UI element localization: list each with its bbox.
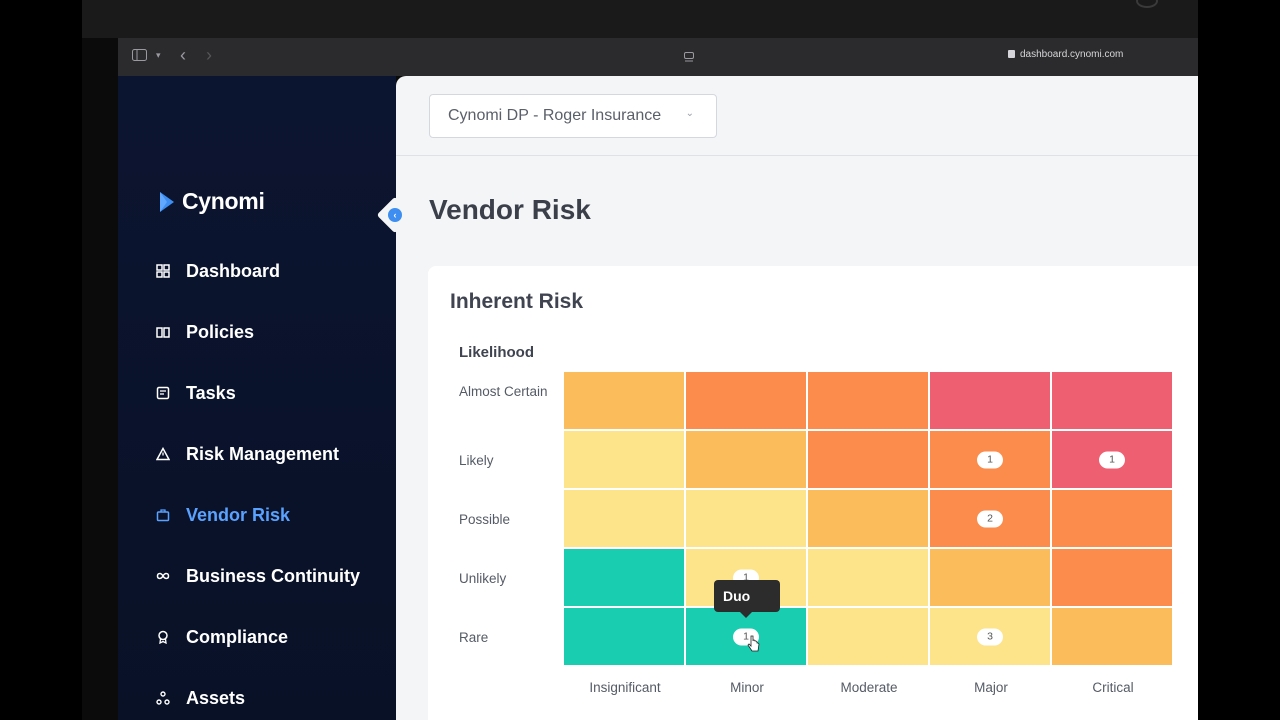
lock-icon [1008, 50, 1015, 58]
sidebar-item-label: Policies [186, 321, 255, 342]
sidebar-item-label: Compliance [186, 626, 289, 647]
chevron-left-icon: ‹ [388, 208, 402, 222]
sidebar-item-compliance[interactable]: Compliance [156, 622, 288, 652]
main-content: Cynomi DP - Roger Insurance ⌄ Vendor Ris… [396, 76, 1198, 720]
warning-triangle-icon [156, 447, 170, 461]
camera-icon [1136, 0, 1158, 8]
bezel-left [0, 0, 82, 720]
bezel-top [82, 0, 1198, 38]
assets-icon [156, 691, 170, 705]
sidebar-item-risk-management[interactable]: Risk Management [156, 439, 339, 469]
risk-cell[interactable] [930, 372, 1051, 430]
vendor-count-badge[interactable]: 1 [977, 451, 1003, 468]
risk-cell[interactable] [808, 431, 929, 489]
column-label-insignificant: Insignificant [589, 680, 661, 695]
logo-text: Cynomi [182, 188, 265, 214]
risk-cell[interactable] [1052, 608, 1173, 666]
risk-cell[interactable]: 1 [1052, 431, 1173, 489]
risk-cell[interactable] [808, 608, 929, 666]
sidebar-item-business-continuity[interactable]: Business Continuity [156, 561, 360, 591]
risk-cell[interactable]: 2 [930, 490, 1051, 548]
risk-cell[interactable] [808, 372, 929, 430]
chevron-down-icon[interactable]: ▾ [156, 50, 161, 60]
bezel-right [1198, 0, 1280, 720]
org-select-value: Cynomi DP - Roger Insurance [448, 107, 662, 124]
sidebar-item-label: Tasks [186, 382, 236, 403]
tasks-icon [156, 386, 170, 400]
vendor-tooltip: Duo [714, 580, 780, 618]
row-label-rare: Rare [459, 630, 489, 645]
column-label-major: Major [974, 680, 1008, 695]
dashboard-icon [156, 264, 170, 278]
risk-cell[interactable]: 3 [930, 608, 1051, 666]
column-label-critical: Critical [1092, 680, 1134, 695]
sidebar-item-label: Dashboard [186, 260, 281, 281]
policies-icon [156, 325, 170, 339]
browser-toolbar: ▾ ‹ › dashboard.cynomi.com [118, 38, 1198, 76]
risk-cell[interactable] [808, 549, 929, 607]
risk-cell[interactable]: 1 [930, 431, 1051, 489]
column-label-minor: Minor [730, 680, 764, 695]
column-label-moderate: Moderate [840, 680, 898, 695]
risk-cell[interactable] [564, 608, 685, 666]
page-title: Vendor Risk [429, 194, 591, 225]
forward-icon[interactable]: › [206, 45, 212, 65]
sidebar-item-tasks[interactable]: Tasks [156, 378, 236, 408]
row-label-likely: Likely [459, 453, 494, 468]
risk-cell[interactable] [686, 431, 807, 489]
address-bar[interactable]: dashboard.cynomi.com [1020, 49, 1124, 60]
likelihood-axis-label: Likelihood [459, 344, 534, 361]
sidebar-item-label: Vendor Risk [186, 504, 291, 525]
risk-cell[interactable] [686, 490, 807, 548]
chevron-down-icon: ⌄ [685, 108, 694, 119]
sidebar: Cynomi Dashboard Policies Tasks Risk Man… [118, 76, 396, 720]
sidebar-item-policies[interactable]: Policies [156, 317, 254, 347]
briefcase-icon [156, 508, 170, 522]
sidebar-item-assets[interactable]: Assets [156, 683, 245, 713]
row-label-unlikely: Unlikely [459, 571, 507, 586]
sidebar-item-label: Business Continuity [186, 565, 361, 586]
vendor-count-badge[interactable]: 2 [977, 510, 1003, 527]
logo[interactable]: Cynomi [158, 188, 265, 215]
vendor-count-badge[interactable]: 3 [977, 628, 1003, 645]
risk-cell[interactable] [564, 549, 685, 607]
sidebar-item-label: Assets [186, 687, 246, 708]
risk-cell[interactable] [1052, 490, 1173, 548]
sidebar-toggle-icon[interactable] [132, 48, 147, 64]
sidebar-item-label: Risk Management [186, 443, 340, 464]
cynomi-logo-icon [158, 190, 176, 214]
topbar: Cynomi DP - Roger Insurance ⌄ [396, 76, 1198, 156]
risk-cell[interactable] [930, 549, 1051, 607]
risk-cell[interactable] [564, 431, 685, 489]
sidebar-item-dashboard[interactable]: Dashboard [156, 256, 280, 286]
mouse-cursor-icon [747, 635, 760, 652]
back-icon[interactable]: ‹ [180, 45, 186, 65]
risk-cell[interactable] [808, 490, 929, 548]
risk-cell[interactable] [1052, 372, 1173, 430]
row-label-possible: Possible [459, 512, 511, 527]
sidebar-collapse-button[interactable]: ‹ [376, 196, 414, 234]
vendor-count-badge[interactable]: 1 [1099, 451, 1125, 468]
infinity-icon [156, 569, 170, 583]
risk-cell[interactable] [686, 372, 807, 430]
reader-icon[interactable] [684, 50, 694, 66]
sidebar-item-vendor-risk[interactable]: Vendor Risk [156, 500, 290, 530]
row-label-almost-certain: Almost Certain [459, 384, 548, 399]
card-title: Inherent Risk [450, 290, 584, 313]
badge-icon [156, 630, 170, 644]
risk-cell[interactable] [564, 372, 685, 430]
risk-cell[interactable] [1052, 549, 1173, 607]
inherent-risk-card: Inherent Risk Likelihood Almost Certain … [428, 266, 1198, 720]
risk-cell[interactable] [564, 490, 685, 548]
org-select[interactable]: Cynomi DP - Roger Insurance ⌄ [429, 94, 717, 138]
